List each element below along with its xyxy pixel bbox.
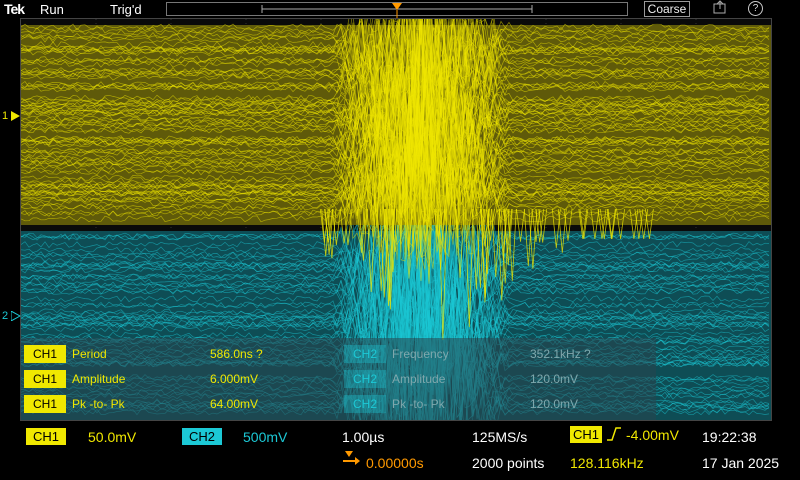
measurement-value: 120.0mV [530, 397, 579, 411]
ch2-badge: CH2 [344, 395, 386, 413]
record-length[interactable]: 2000 points [472, 455, 545, 471]
ch1-scale[interactable]: 50.0mV [88, 429, 137, 445]
measurement-value: 6.000mV [210, 372, 259, 386]
ch1-scale-badge[interactable]: CH1 [26, 428, 66, 445]
top-status-bar: Tek Run Trig'd Coarse ? [0, 0, 800, 18]
trigger-channel-badge[interactable]: CH1 [570, 426, 602, 443]
rising-edge-icon [606, 425, 622, 446]
ch2-badge: CH2 [344, 370, 386, 388]
measurement-panel: CH1 Period 586.0ns ? CH1 Amplitude 6.000… [20, 338, 656, 420]
help-icon[interactable]: ? [748, 1, 763, 16]
measurement-value: 352.1kHz ? [530, 347, 591, 361]
frequency-counter: 128.116kHz [570, 455, 644, 471]
ch2-scale-badge[interactable]: CH2 [182, 428, 222, 445]
clock-time: 19:22:38 [702, 429, 757, 445]
measurement-name: Amplitude [392, 372, 446, 386]
measurement-row[interactable]: CH2 Pk -to- Pk 120.0mV [344, 394, 644, 414]
measurement-name: Pk -to- Pk [72, 397, 125, 411]
sample-rate: 125MS/s [472, 429, 528, 445]
measurement-row[interactable]: CH1 Amplitude 6.000mV [24, 369, 324, 389]
ch2-badge: CH2 [344, 345, 386, 363]
measurement-name: Frequency [392, 347, 449, 361]
coarse-button[interactable]: Coarse [644, 1, 690, 17]
measurement-value: 120.0mV [530, 372, 579, 386]
bottom-status-bar: CH1 50.0mV CH2 500mV 1.00µs 125MS/s CH1 … [0, 421, 800, 480]
measurement-row[interactable]: CH2 Frequency 352.1kHz ? [344, 344, 644, 364]
ch2-scale[interactable]: 500mV [243, 429, 288, 445]
measurement-value: 64.00mV [210, 397, 259, 411]
ch1-badge: CH1 [24, 370, 66, 388]
ch1-burst [319, 208, 654, 341]
run-state[interactable]: Run [40, 2, 64, 17]
measurement-value: 586.0ns ? [210, 347, 263, 361]
date: 17 Jan 2025 [702, 455, 780, 471]
measurement-row[interactable]: CH2 Amplitude 120.0mV [344, 369, 644, 389]
measurement-row[interactable]: CH1 Pk -to- Pk 64.00mV [24, 394, 324, 414]
measurement-name: Period [72, 347, 107, 361]
brand-logo: Tek [4, 1, 25, 17]
measurement-name: Pk -to- Pk [392, 397, 445, 411]
trigger-state: Trig'd [110, 2, 142, 17]
measurement-name: Amplitude [72, 372, 126, 386]
measurement-row[interactable]: CH1 Period 586.0ns ? [24, 344, 324, 364]
ch1-waveform [21, 19, 770, 284]
ch1-badge: CH1 [24, 345, 66, 363]
horizontal-position-arrow-icon [341, 451, 361, 470]
horizontal-position[interactable]: 0.00000s [366, 455, 424, 471]
timebase[interactable]: 1.00µs [342, 429, 385, 445]
save-icon[interactable] [712, 0, 730, 16]
ch2-ground-marker[interactable]: 2 [2, 310, 22, 322]
trigger-level[interactable]: -4.00mV [626, 427, 679, 443]
ch1-ground-marker[interactable]: 1 [2, 110, 21, 122]
ch1-badge: CH1 [24, 395, 66, 413]
